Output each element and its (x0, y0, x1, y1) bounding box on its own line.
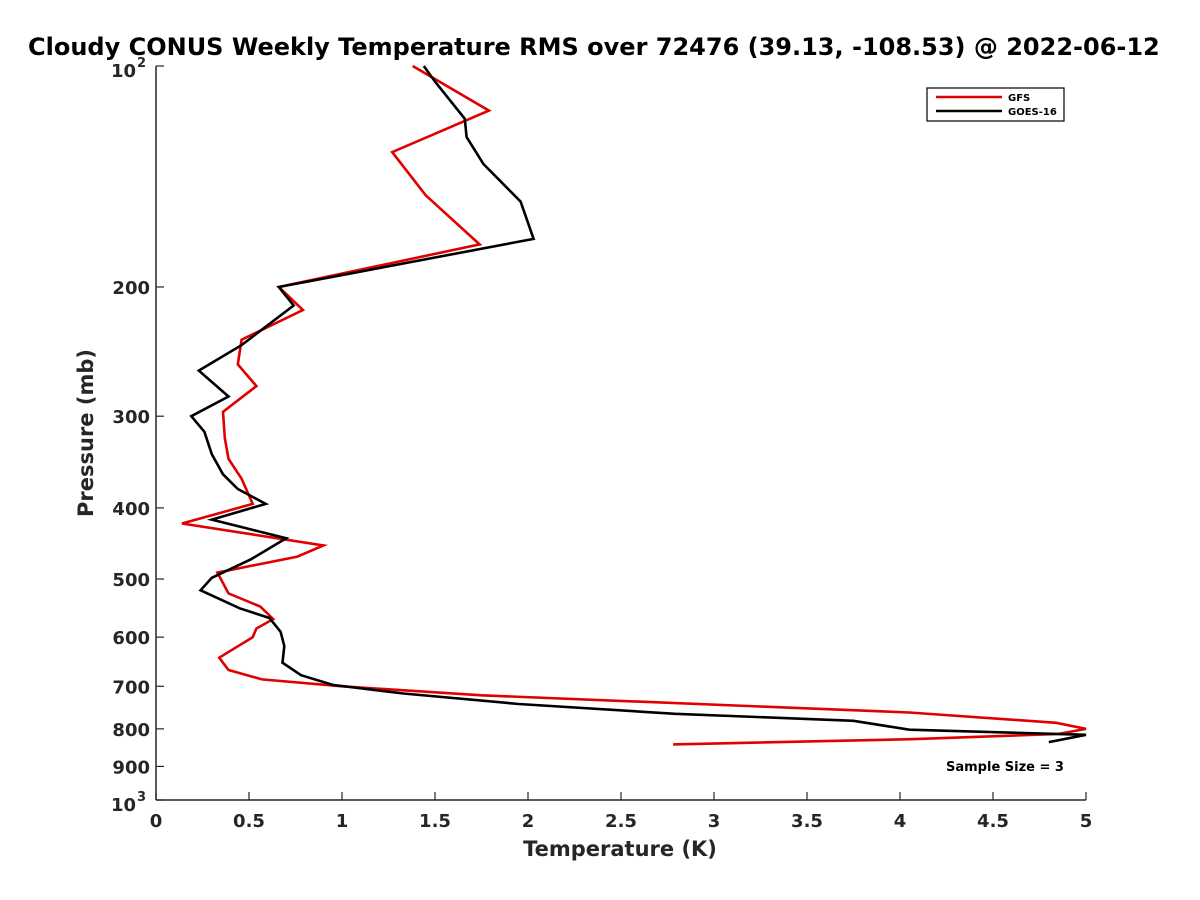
y-tick-label: 10 (111, 795, 136, 816)
chart-title: Cloudy CONUS Weekly Temperature RMS over… (28, 33, 1160, 61)
legend-label-goes16: GOES-16 (1008, 107, 1057, 118)
x-tick-label: 3.5 (791, 811, 823, 832)
legend-box (926, 87, 1065, 122)
x-tick-label: 4.5 (977, 811, 1009, 832)
y-tick-label: 500 (112, 570, 150, 591)
y-tick-label: 10 (111, 61, 136, 82)
y-tick-label: 900 (112, 757, 150, 778)
x-tick-label: 2 (522, 811, 535, 832)
sample-size-annotation: Sample Size = 3 (946, 760, 1064, 775)
y-tick-label: 600 (112, 628, 150, 649)
series-line-gfs (181, 64, 1087, 746)
x-tick-label: 0.5 (233, 811, 265, 832)
y-tick-label: 800 (112, 720, 150, 741)
x-tick-label: 3 (708, 811, 721, 832)
series-lines (181, 64, 1087, 746)
y-tick-exponent: 3 (137, 790, 146, 805)
x-tick-label: 0 (150, 811, 163, 832)
x-tick-label: 1.5 (419, 811, 451, 832)
plot-axes (155, 66, 1086, 801)
x-tick-label: 5 (1080, 811, 1093, 832)
series-line-goes16 (189, 65, 1087, 744)
y-tick-exponent: 2 (137, 56, 146, 71)
x-tick-label: 4 (894, 811, 907, 832)
x-tick-label: 2.5 (605, 811, 637, 832)
x-tick-label: 1 (336, 811, 349, 832)
y-axis-label: Pressure (mb) (74, 349, 98, 517)
y-tick-label: 400 (112, 499, 150, 520)
y-tick-label: 700 (112, 677, 150, 698)
y-tick-label: 300 (112, 407, 150, 428)
y-tick-label: 200 (112, 278, 150, 299)
legend-label-gfs: GFS (1008, 93, 1030, 104)
legend: GFS GOES-16 (926, 87, 1065, 122)
x-axis-label: Temperature (K) (523, 837, 717, 861)
x-axis-ticks: 0 0.5 1 1.5 2 2.5 3 3.5 4 4.5 5 (150, 792, 1093, 832)
